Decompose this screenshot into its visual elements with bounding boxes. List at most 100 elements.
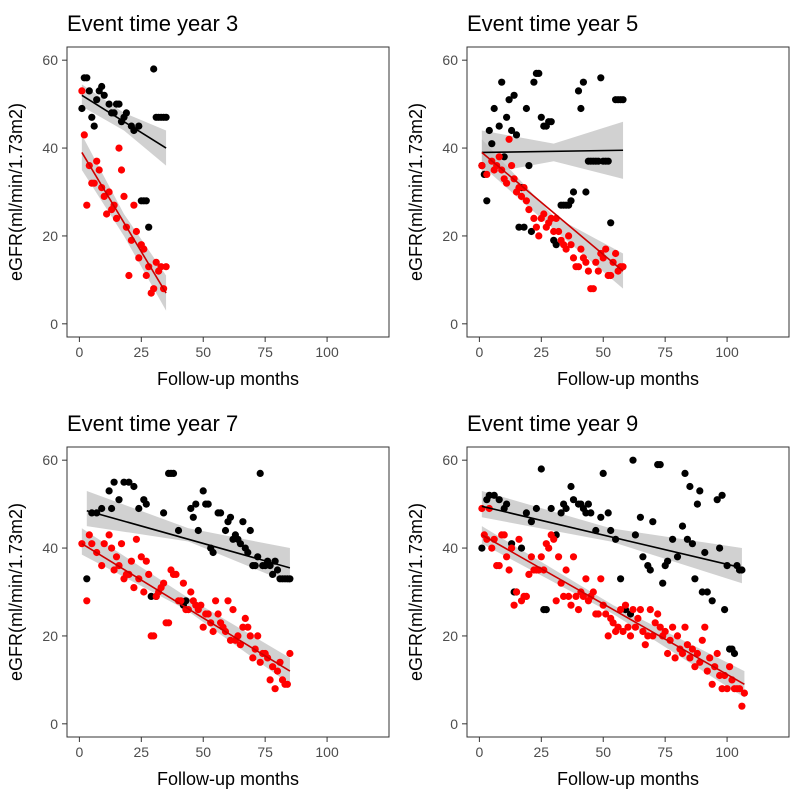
data-point	[127, 557, 135, 565]
confidence-band	[86, 490, 290, 584]
data-point	[236, 641, 244, 649]
data-point	[604, 509, 612, 517]
data-point	[673, 553, 682, 561]
data-point	[182, 597, 190, 605]
x-tick-label: 0	[75, 744, 83, 760]
x-tick-label: 100	[315, 744, 339, 760]
data-point	[735, 685, 744, 693]
data-point	[631, 623, 640, 631]
x-tick-label: 25	[134, 744, 150, 760]
data-point	[266, 676, 274, 684]
data-point	[664, 557, 672, 565]
data-point	[703, 667, 711, 675]
y-tick-label: 40	[442, 540, 458, 556]
data-point	[565, 592, 573, 601]
x-tick-label: 25	[534, 744, 550, 760]
data-point	[199, 623, 207, 631]
data-point	[130, 584, 138, 592]
y-axis-label: eGFR(ml/min/1.73m2)	[6, 103, 26, 281]
facet-panel-2: Event time year 5 0 25 50 75 100 0 20 40 60 Follow…	[406, 11, 790, 389]
data-point	[483, 170, 491, 178]
facet-panel-4: Event time year 9 0 25 50 75 100 0 20 40 60 Follow…	[406, 411, 790, 789]
data-point	[286, 649, 294, 658]
data-point	[204, 610, 212, 618]
data-point	[266, 562, 274, 570]
data-point	[696, 487, 704, 495]
data-point	[626, 632, 635, 640]
data-point	[555, 553, 563, 561]
data-point	[495, 496, 503, 504]
data-point	[646, 606, 654, 614]
data-point	[639, 553, 647, 561]
data-point	[505, 566, 513, 574]
data-point	[145, 223, 153, 231]
data-point	[117, 540, 126, 548]
data-point	[723, 685, 731, 693]
data-point	[693, 500, 702, 508]
data-point	[217, 509, 225, 517]
data-point	[654, 610, 662, 618]
data-point	[85, 531, 93, 539]
data-point	[110, 478, 118, 486]
x-tick-label: 0	[75, 344, 83, 360]
x-tick-label: 75	[657, 744, 673, 760]
data-point	[522, 104, 531, 113]
data-point	[582, 258, 590, 266]
data-point	[192, 500, 200, 508]
data-point	[520, 223, 528, 231]
data-point	[683, 535, 692, 543]
data-point	[678, 522, 687, 530]
data-point	[718, 491, 726, 499]
data-point	[80, 131, 88, 139]
data-point	[93, 157, 101, 165]
data-point	[530, 78, 538, 86]
data-point	[78, 104, 86, 113]
data-point	[140, 588, 148, 596]
data-point	[503, 113, 511, 121]
data-point	[112, 214, 121, 222]
data-point	[508, 126, 516, 135]
data-point	[738, 702, 746, 710]
data-point	[656, 623, 664, 631]
data-point	[726, 663, 734, 671]
data-point	[698, 588, 706, 596]
data-point	[617, 575, 625, 583]
data-point	[617, 606, 625, 614]
data-point	[150, 65, 158, 73]
x-tick-label: 100	[315, 344, 339, 360]
data-point	[522, 197, 531, 205]
x-tick-label: 75	[257, 744, 273, 760]
data-point	[691, 663, 699, 671]
data-point	[150, 285, 158, 293]
data-point	[498, 78, 506, 86]
x-tick-label: 0	[475, 744, 483, 760]
data-point	[525, 206, 533, 214]
data-point	[100, 540, 108, 548]
data-point	[209, 627, 217, 636]
data-point	[512, 588, 521, 596]
data-point	[224, 597, 232, 605]
data-point	[478, 504, 486, 513]
data-point	[105, 100, 113, 108]
data-point	[683, 641, 692, 649]
data-point	[597, 575, 605, 583]
data-point	[115, 144, 123, 152]
data-point	[535, 69, 543, 77]
panel-title: Event time year 5	[467, 11, 638, 36]
data-point	[669, 623, 677, 631]
data-point	[204, 500, 212, 508]
x-axis-label: Follow-up months	[557, 369, 699, 389]
data-point	[597, 74, 605, 82]
data-point	[160, 509, 168, 517]
data-point	[83, 201, 91, 209]
data-point	[721, 606, 729, 614]
data-point	[594, 610, 602, 618]
data-point	[681, 469, 689, 477]
data-point	[530, 214, 538, 222]
data-point	[579, 592, 588, 601]
y-tick-label: 20	[442, 228, 458, 244]
data-point	[629, 456, 637, 464]
x-tick-label: 50	[595, 344, 611, 360]
data-point	[244, 623, 252, 631]
data-point	[88, 540, 96, 548]
